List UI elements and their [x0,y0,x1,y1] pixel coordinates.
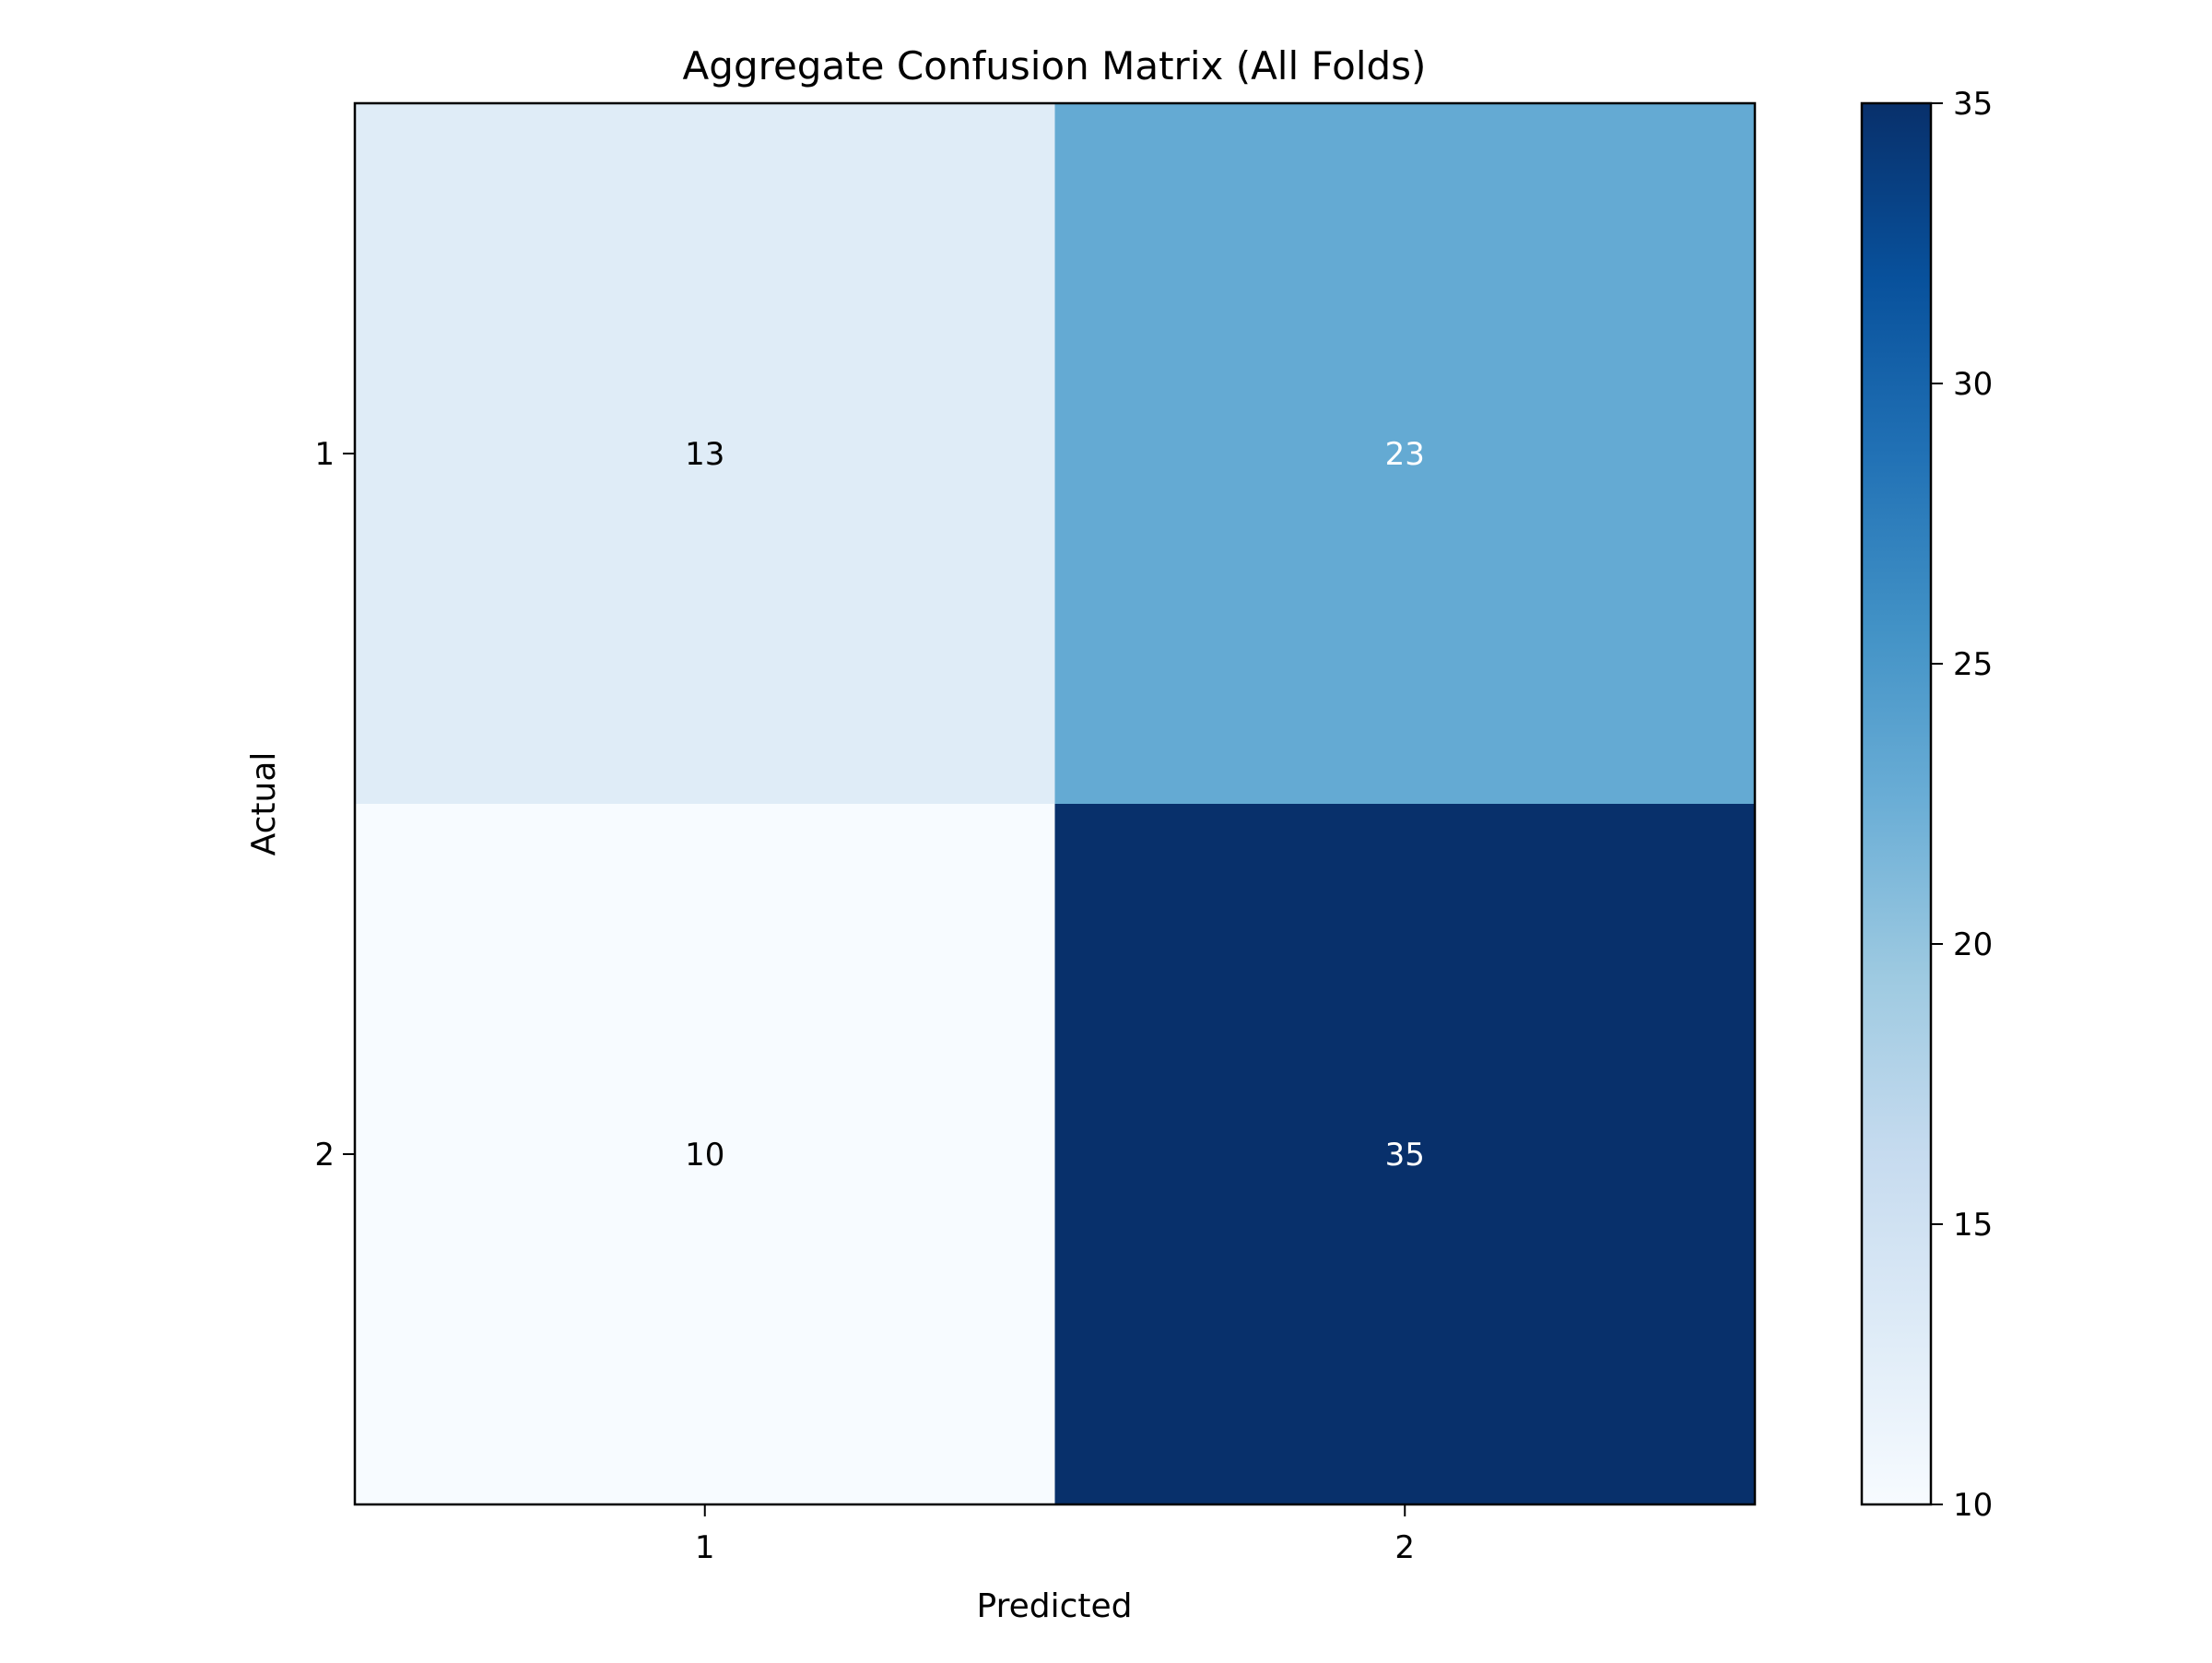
x-tick-label: 1 [695,1529,715,1566]
colorbar-tick-label: 10 [1953,1487,1993,1524]
cell-value-label: 10 [685,1137,724,1174]
x-axis-label: Predicted [977,1587,1133,1625]
cell-value-label: 35 [1385,1137,1425,1174]
plot-frame [353,101,1757,1506]
colorbar-tick-label: 20 [1953,926,1993,963]
matrix-cell [1054,103,1756,805]
colorbar-tick-label: 35 [1953,86,1993,123]
y-axis-label: Actual [245,752,283,856]
chart-title: Aggregate Confusion Matrix (All Folds) [683,43,1427,88]
y-tick-label: 1 [314,436,335,473]
colorbar-tick-label: 25 [1953,646,1993,683]
colorbar-tick-label: 15 [1953,1207,1993,1244]
colorbar-tick-label: 30 [1953,366,1993,403]
colorbar [1860,101,1933,1506]
cell-value-label: 13 [685,436,724,473]
matrix-cell [355,103,1055,805]
x-tick-label: 2 [1394,1529,1415,1566]
matrix-cell [1054,804,1756,1505]
y-tick-label: 2 [314,1137,335,1174]
matrix-cell [355,804,1055,1505]
cell-value-label: 23 [1385,436,1425,473]
